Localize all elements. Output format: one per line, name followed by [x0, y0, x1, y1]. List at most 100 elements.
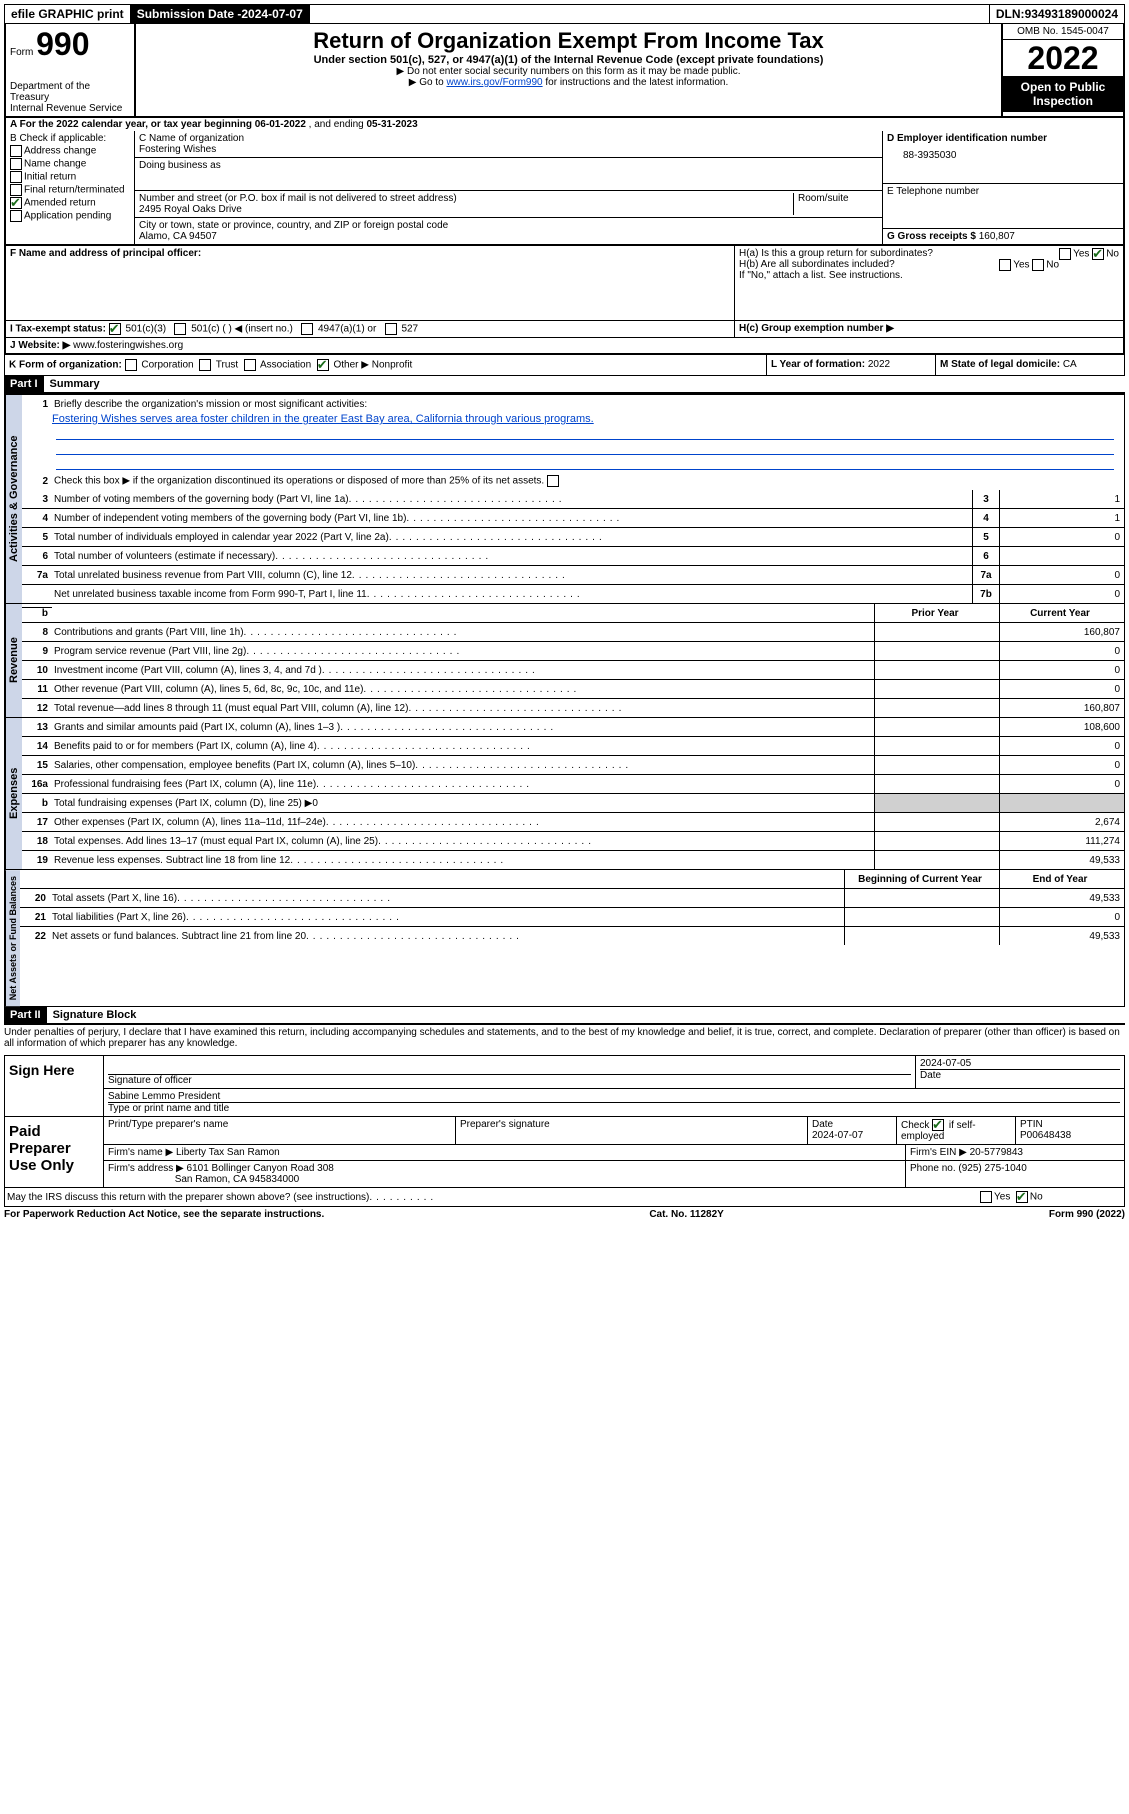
sign-here-label: Sign Here [5, 1056, 103, 1116]
c-dba-row: Doing business as [135, 158, 882, 191]
c-name-row: C Name of organization Fostering Wishes [135, 131, 882, 158]
part-ii-header: Part II Signature Block [4, 1007, 1125, 1025]
sign-here-block: Sign Here Signature of officer 2024-07-0… [4, 1055, 1125, 1117]
part-i-header: Part I Summary [4, 376, 1125, 394]
may-discuss-row: May the IRS discuss this return with the… [4, 1188, 1125, 1207]
head-prior-year: Prior Year [874, 604, 999, 622]
d-value: 88-3935030 [887, 144, 1119, 161]
summary-line: 10 Investment income (Part VIII, column … [22, 661, 1124, 680]
vtab-net: Net Assets or Fund Balances [5, 870, 20, 1006]
check-527[interactable] [385, 323, 397, 335]
paid-preparer-label: Paid Preparer Use Only [5, 1117, 103, 1187]
summary-line: Net unrelated business taxable income fr… [22, 585, 1124, 603]
col-b-checkboxes: B Check if applicable: Address change Na… [6, 131, 135, 244]
firm-addr2: San Ramon, CA 945834000 [175, 1174, 300, 1185]
declaration-text: Under penalties of perjury, I declare th… [4, 1025, 1125, 1051]
summary-line: 7a Total unrelated business revenue from… [22, 566, 1124, 585]
hb-row: H(b) Are all subordinates included? Yes … [739, 259, 1119, 270]
check-address-change[interactable]: Address change [10, 145, 130, 157]
dept-treasury: Department of the Treasury [10, 81, 130, 103]
mission-blank-1 [56, 427, 1114, 440]
section-b-to-g: B Check if applicable: Address change Na… [4, 131, 1125, 246]
officer-name: Sabine Lemmo President [108, 1091, 1120, 1102]
summary-line: 4 Number of independent voting members o… [22, 509, 1124, 528]
check-other[interactable] [317, 359, 329, 371]
ha-row: H(a) Is this a group return for subordin… [739, 248, 1119, 259]
check-trust[interactable] [199, 359, 211, 371]
block-governance: Activities & Governance 1 Briefly descri… [4, 394, 1125, 604]
summary-line: 18 Total expenses. Add lines 13–17 (must… [22, 832, 1124, 851]
c-city-row: City or town, state or province, country… [135, 218, 882, 244]
firm-name-label: Firm's name ▶ [108, 1147, 173, 1158]
i-label: I Tax-exempt status: [10, 324, 106, 335]
col-c-org-info: C Name of organization Fostering Wishes … [135, 131, 882, 244]
d-ein-row: D Employer identification number 88-3935… [883, 131, 1123, 184]
page-footer: For Paperwork Reduction Act Notice, see … [4, 1207, 1125, 1222]
summary-line: 15 Salaries, other compensation, employe… [22, 756, 1124, 775]
line2-text: Check this box ▶ if the organization dis… [52, 474, 1124, 488]
col-d-e-g: D Employer identification number 88-3935… [882, 131, 1123, 244]
form-number: 990 [36, 26, 89, 62]
header-right: OMB No. 1545-0047 2022 Open to Public In… [1001, 24, 1123, 116]
summary-line: 19 Revenue less expenses. Subtract line … [22, 851, 1124, 869]
prep-ptin-label: PTIN [1020, 1119, 1043, 1130]
row-a-prefix: A For the 2022 calendar year, or tax yea… [10, 119, 255, 130]
summary-line: 6 Total number of volunteers (estimate i… [22, 547, 1124, 566]
row-j: J Website: ▶ www.fosteringwishes.org [4, 338, 1125, 355]
mission-blank-3 [56, 457, 1114, 470]
row-f-h: F Name and address of principal officer:… [4, 246, 1125, 321]
e-label: E Telephone number [887, 186, 1119, 197]
c-room-label: Room/suite [793, 193, 878, 215]
footer-right: Form 990 (2022) [1049, 1209, 1125, 1220]
check-initial-return[interactable]: Initial return [10, 171, 130, 183]
check-name-change[interactable]: Name change [10, 158, 130, 170]
head-begin-year: Beginning of Current Year [844, 870, 999, 888]
c-addr: 2495 Royal Oaks Drive [139, 204, 793, 215]
vtab-governance: Activities & Governance [5, 395, 22, 603]
topbar-spacer [310, 5, 990, 23]
firm-ein: 20-5779843 [970, 1147, 1023, 1158]
footer-mid: Cat. No. 11282Y [649, 1209, 723, 1220]
summary-line: 20 Total assets (Part X, line 16).......… [20, 889, 1124, 908]
irs-link[interactable]: www.irs.gov/Form990 [446, 77, 542, 88]
part-ii-title: Signature Block [47, 1007, 143, 1023]
dln-value: 93493189000024 [1025, 7, 1118, 21]
form-title: Return of Organization Exempt From Incom… [140, 28, 997, 54]
check-501c3[interactable] [109, 323, 121, 335]
header-center: Return of Organization Exempt From Incom… [136, 24, 1001, 116]
check-amended-return[interactable]: Amended return [10, 197, 130, 209]
paid-preparer-block: Paid Preparer Use Only Print/Type prepar… [4, 1117, 1125, 1188]
submission-cell: Submission Date - 2024-07-07 [131, 5, 310, 23]
check-4947[interactable] [301, 323, 313, 335]
check-corp[interactable] [125, 359, 137, 371]
check-501c[interactable] [174, 323, 186, 335]
block-net-assets: Net Assets or Fund Balances Beginning of… [4, 870, 1125, 1007]
j-website: www.fosteringwishes.org [73, 340, 183, 351]
row-a-begin: 06-01-2022 [255, 119, 306, 130]
summary-line: 22 Net assets or fund balances. Subtract… [20, 927, 1124, 945]
firm-phone-label: Phone no. [910, 1163, 958, 1174]
summary-line: 21 Total liabilities (Part X, line 26)..… [20, 908, 1124, 927]
officer-name-label: Type or print name and title [108, 1102, 1120, 1114]
summary-line: 14 Benefits paid to or for members (Part… [22, 737, 1124, 756]
dln-label: DLN: [996, 7, 1025, 21]
row-a-tax-year: A For the 2022 calendar year, or tax yea… [4, 118, 1125, 131]
check-discontinued[interactable] [547, 475, 559, 487]
firm-addr-label: Firm's address ▶ [108, 1163, 184, 1174]
sign-date-label: Date [920, 1069, 1120, 1081]
submission-date: 2024-07-07 [241, 7, 302, 21]
summary-line: 16a Professional fundraising fees (Part … [22, 775, 1124, 794]
m-label: M State of legal domicile: [940, 359, 1063, 370]
hint-link: ▶ Go to www.irs.gov/Form990 for instruct… [140, 77, 997, 88]
row-i-hc: I Tax-exempt status: 501(c)(3) 501(c) ( … [4, 321, 1125, 338]
row-a-mid: , and ending [309, 119, 367, 130]
prep-print-label: Print/Type preparer's name [103, 1117, 455, 1144]
c-city-label: City or town, state or province, country… [139, 220, 878, 231]
check-application-pending[interactable]: Application pending [10, 210, 130, 222]
sign-date: 2024-07-05 [920, 1058, 1120, 1069]
irs-label: Internal Revenue Service [10, 103, 130, 114]
check-final-return[interactable]: Final return/terminated [10, 184, 130, 196]
summary-line: 11 Other revenue (Part VIII, column (A),… [22, 680, 1124, 699]
summary-line: 5 Total number of individuals employed i… [22, 528, 1124, 547]
check-assoc[interactable] [244, 359, 256, 371]
